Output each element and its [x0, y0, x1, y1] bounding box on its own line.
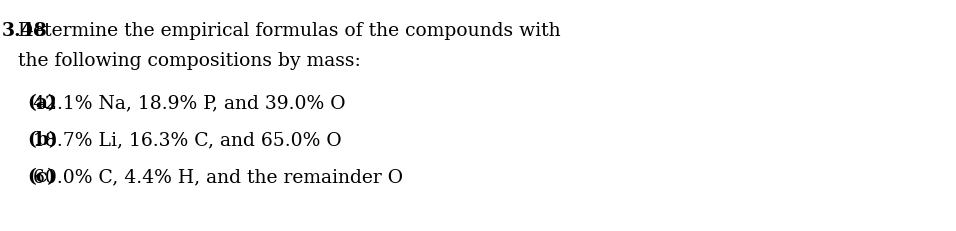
Text: 42.1% Na, 18.9% P, and 39.0% O: 42.1% Na, 18.9% P, and 39.0% O: [33, 94, 345, 112]
Text: the following compositions by mass:: the following compositions by mass:: [18, 52, 360, 70]
Text: 18.7% Li, 16.3% C, and 65.0% O: 18.7% Li, 16.3% C, and 65.0% O: [33, 131, 341, 148]
Text: 60.0% C, 4.4% H, and the remainder O: 60.0% C, 4.4% H, and the remainder O: [33, 167, 403, 185]
Text: 3.48: 3.48: [2, 22, 48, 40]
Text: (c): (c): [27, 167, 56, 185]
Text: (b): (b): [27, 131, 57, 148]
Text: Determine the empirical formulas of the compounds with: Determine the empirical formulas of the …: [18, 22, 560, 40]
Text: (a): (a): [27, 94, 56, 112]
